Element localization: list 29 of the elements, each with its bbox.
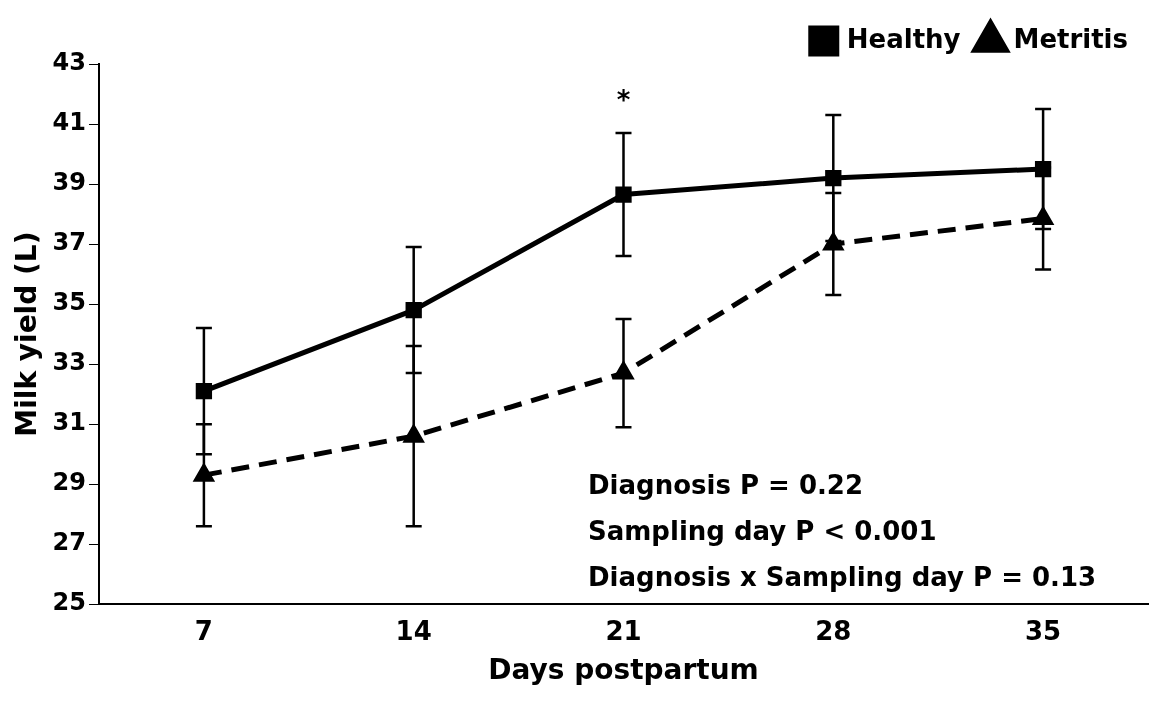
y-tick-label: 33 bbox=[52, 348, 86, 377]
annotation: Diagnosis x Sampling day P = 0.13 bbox=[588, 562, 1097, 593]
y-tick-label: 41 bbox=[52, 108, 86, 137]
y-axis-title: Milk yield (L) bbox=[10, 231, 44, 437]
y-tick-label: 43 bbox=[52, 48, 86, 77]
point bbox=[404, 425, 424, 443]
point bbox=[194, 464, 214, 482]
x-tick-label: 21 bbox=[605, 615, 642, 646]
legend-label: Healthy bbox=[846, 23, 961, 54]
y-tick-label: 27 bbox=[52, 528, 86, 557]
y-tick-label: 39 bbox=[52, 168, 86, 197]
y-tick-label: 31 bbox=[52, 408, 86, 437]
y-tick-label: 29 bbox=[52, 468, 86, 497]
point bbox=[615, 186, 632, 203]
x-tick-label: 7 bbox=[194, 615, 213, 646]
point bbox=[614, 362, 633, 380]
legend-label: Metritis bbox=[1013, 23, 1129, 54]
annotation: Diagnosis P = 0.22 bbox=[588, 470, 864, 501]
y-tick-label: 25 bbox=[52, 588, 86, 617]
x-tick-label: 35 bbox=[1025, 615, 1062, 646]
point bbox=[1033, 208, 1053, 226]
y-tick-label: 37 bbox=[52, 228, 86, 257]
annotation: * bbox=[616, 84, 631, 115]
x-tick-label: 14 bbox=[395, 615, 432, 646]
x-axis-title: Days postpartum bbox=[488, 653, 759, 687]
annotation: Sampling day P < 0.001 bbox=[588, 516, 937, 547]
point bbox=[195, 382, 213, 400]
y-tick-label: 35 bbox=[52, 288, 86, 317]
x-tick-label: 28 bbox=[815, 615, 852, 646]
